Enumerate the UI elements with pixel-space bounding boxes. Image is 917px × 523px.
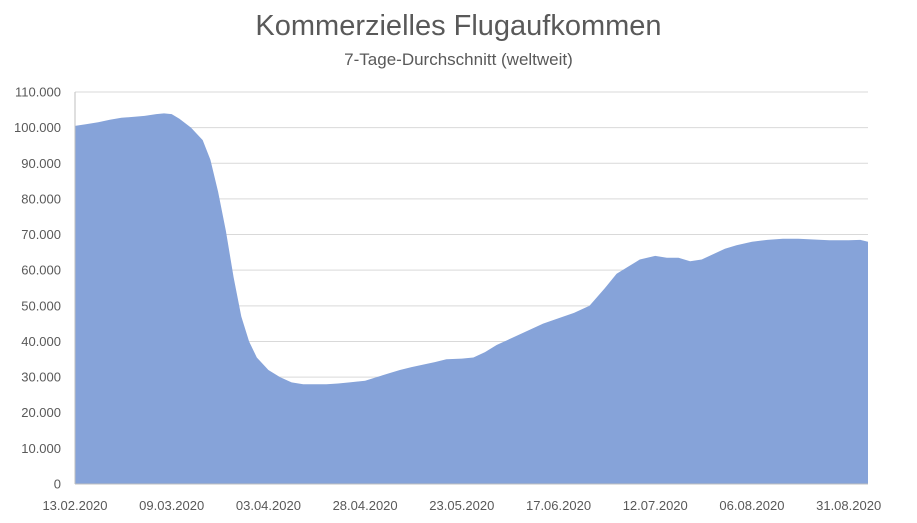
x-tick-label: 12.07.2020 xyxy=(623,498,688,513)
area-layer xyxy=(75,113,868,485)
x-tick-label: 13.02.2020 xyxy=(42,498,107,513)
y-tick-label: 60.000 xyxy=(21,263,61,278)
y-axis-labels: 0 10.000 20.000 30.000 40.000 50.000 60.000 70.… xyxy=(14,85,61,492)
x-tick-label: 28.04.2020 xyxy=(333,498,398,513)
chart-subtitle: 7-Tage-Durchschnitt (weltweit) xyxy=(344,50,573,69)
y-tick-label: 0 xyxy=(54,477,61,492)
y-tick-label: 110.000 xyxy=(15,85,61,100)
y-tick-label: 10.000 xyxy=(21,441,61,456)
y-tick-label: 90.000 xyxy=(21,156,61,171)
x-tick-label: 09.03.2020 xyxy=(139,498,204,513)
x-tick-label: 17.06.2020 xyxy=(526,498,591,513)
x-tick-label: 06.08.2020 xyxy=(719,498,784,513)
y-tick-label: 80.000 xyxy=(21,191,61,206)
x-tick-label: 23.05.2020 xyxy=(429,498,494,513)
y-tick-label: 50.000 xyxy=(21,298,61,313)
y-tick-label: 30.000 xyxy=(21,370,61,385)
y-tick-label: 40.000 xyxy=(21,334,61,349)
area-series xyxy=(75,113,868,485)
y-tick-label: 70.000 xyxy=(21,227,61,242)
x-tick-label: 03.04.2020 xyxy=(236,498,301,513)
y-tick-label: 100.000 xyxy=(14,120,61,135)
x-tick-label: 31.08.2020 xyxy=(816,498,881,513)
x-axis-labels: 13.02.2020 09.03.2020 03.04.2020 28.04.2020… xyxy=(42,498,881,513)
axes xyxy=(74,92,868,485)
chart-title: Kommerzielles Flugaufkommen xyxy=(255,10,662,42)
y-tick-label: 20.000 xyxy=(21,405,61,420)
